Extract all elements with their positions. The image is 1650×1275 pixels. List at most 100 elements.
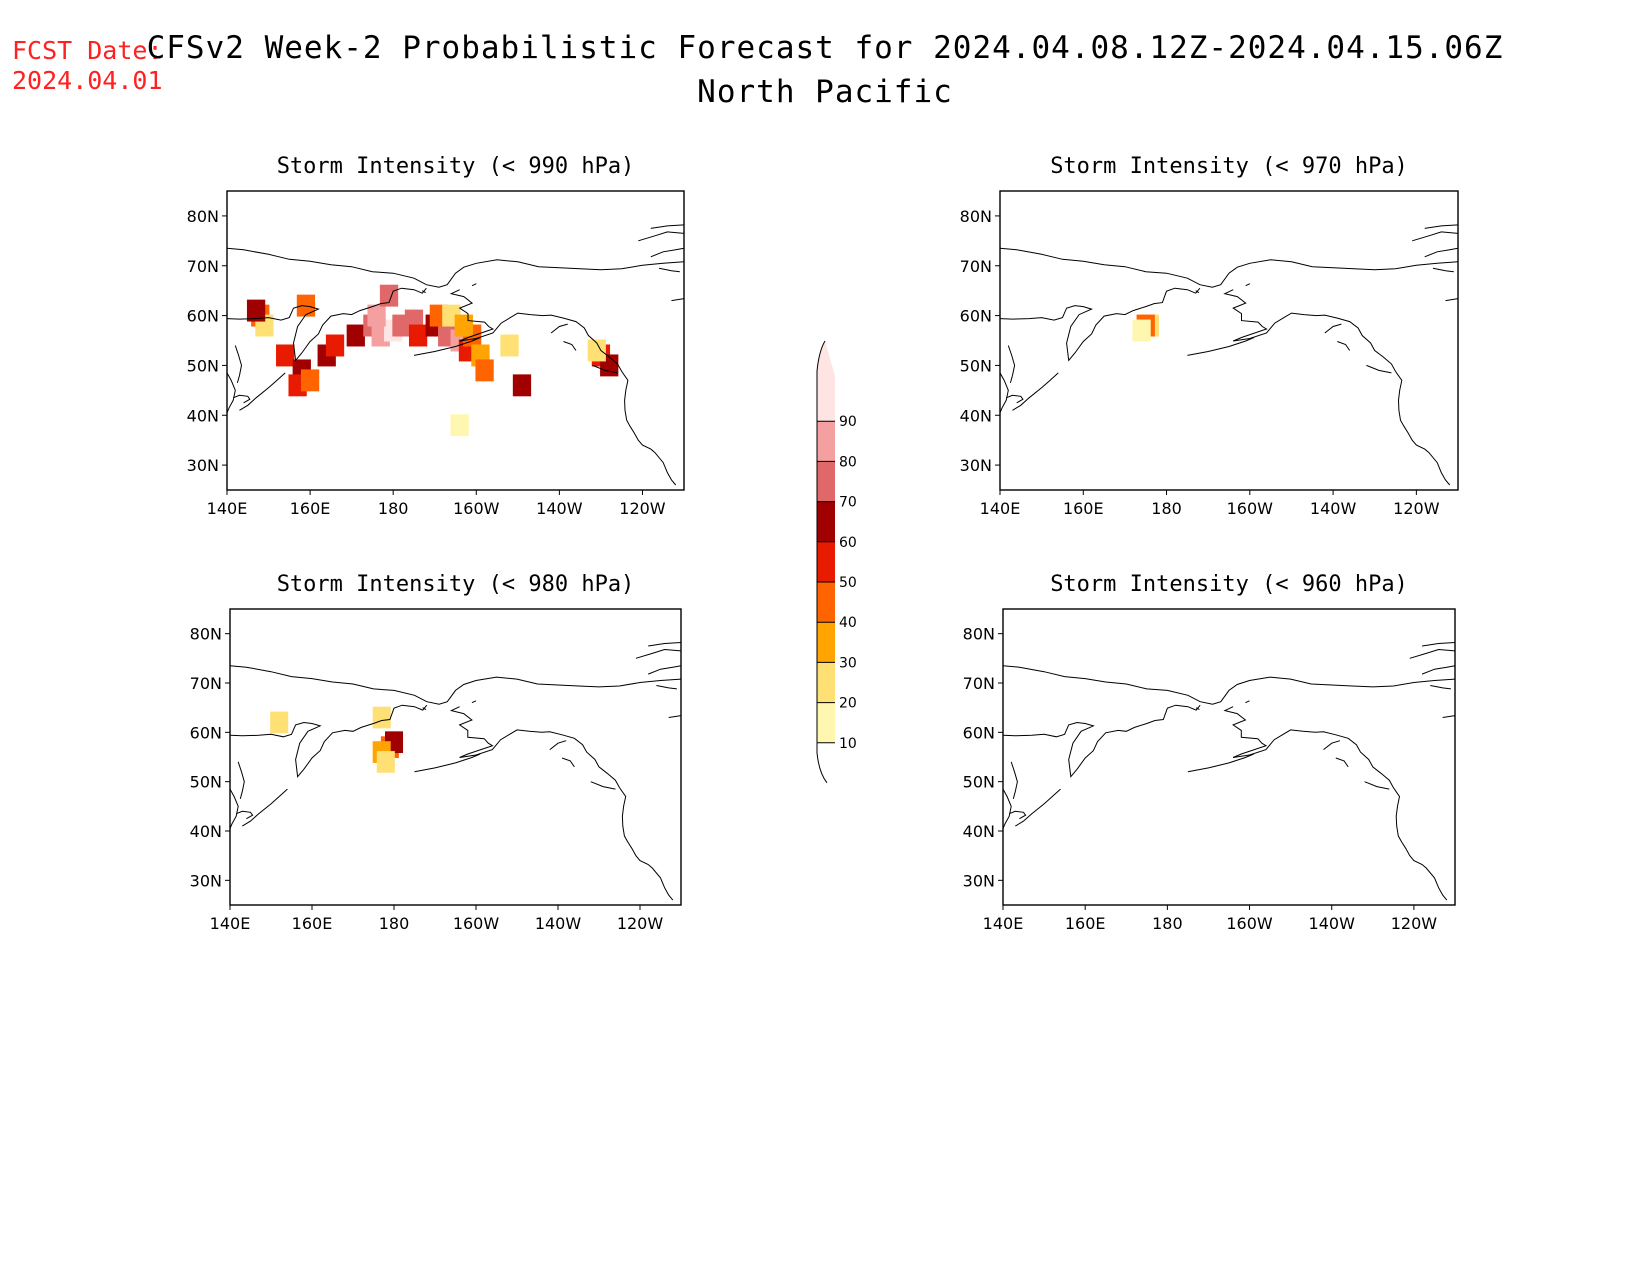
coastline bbox=[1195, 290, 1200, 294]
probability-cell bbox=[587, 339, 606, 362]
coastline bbox=[1432, 267, 1454, 273]
coastline bbox=[471, 283, 477, 287]
coastline bbox=[671, 298, 685, 302]
forecast-date-value: 2024.04.01 bbox=[12, 66, 163, 95]
x-tick-label: 180 bbox=[1152, 914, 1183, 933]
probability-cell bbox=[276, 344, 295, 367]
x-tick-label: 140W bbox=[535, 914, 582, 933]
probability-cell bbox=[450, 414, 469, 437]
coastline bbox=[999, 247, 1459, 288]
coastline bbox=[1187, 753, 1254, 773]
map-panel-2: Storm Intensity (< 970 hPa) 140E 160E 180 16… bbox=[960, 154, 1459, 518]
coastline bbox=[1324, 323, 1342, 334]
probability-cell bbox=[325, 334, 345, 357]
x-tick-label: 160W bbox=[1227, 499, 1274, 518]
map-frame bbox=[229, 608, 682, 906]
colorbar-swatch bbox=[817, 501, 835, 542]
x-tick-label: 180 bbox=[379, 914, 410, 933]
colorbar-swatch bbox=[817, 461, 835, 502]
coastline bbox=[1006, 394, 1024, 404]
x-tick-label: 140E bbox=[210, 914, 251, 933]
forecast-date-block: FCST Date: 2024.04.01 bbox=[12, 36, 163, 96]
coastline bbox=[648, 665, 682, 675]
colorbar-swatch bbox=[817, 381, 835, 422]
probability-cell bbox=[376, 751, 395, 773]
coastline bbox=[1233, 729, 1448, 901]
y-tick-label: 50N bbox=[187, 356, 219, 375]
coastline bbox=[1002, 704, 1201, 778]
coastline bbox=[1445, 298, 1459, 302]
coastline bbox=[1421, 665, 1456, 675]
x-tick-label: 120W bbox=[1393, 499, 1440, 518]
y-tick-label: 80N bbox=[190, 625, 222, 644]
coastline bbox=[1002, 665, 1456, 705]
probability-cell bbox=[367, 304, 386, 327]
map-frame bbox=[999, 190, 1459, 491]
x-tick-label: 120W bbox=[617, 914, 664, 933]
y-tick-label: 30N bbox=[963, 871, 995, 890]
x-tick-label: 140E bbox=[207, 499, 248, 518]
coastline bbox=[234, 345, 243, 384]
page-subtitle: North Pacific bbox=[697, 74, 953, 110]
y-tick-label: 70N bbox=[187, 257, 219, 276]
coastline bbox=[1012, 372, 1059, 411]
colorbar-label: 60 bbox=[839, 535, 857, 551]
coastline bbox=[550, 323, 568, 334]
y-tick-label: 50N bbox=[963, 773, 995, 792]
y-tick-label: 30N bbox=[187, 456, 219, 475]
map-frame bbox=[226, 190, 685, 491]
x-tick-label: 140W bbox=[1310, 499, 1357, 518]
colorbar-swatch bbox=[817, 622, 835, 663]
x-tick-label: 120W bbox=[1391, 914, 1438, 933]
panel-title: Storm Intensity (< 980 hPa) bbox=[277, 572, 635, 597]
colorbar-label: 10 bbox=[839, 736, 857, 752]
x-tick-label: 140E bbox=[980, 499, 1021, 518]
y-tick-label: 40N bbox=[960, 406, 992, 425]
probability-cell bbox=[475, 359, 494, 382]
coastline bbox=[226, 372, 236, 413]
coastline bbox=[1195, 707, 1200, 711]
coastline bbox=[1187, 337, 1255, 356]
map-panel-3: Storm Intensity (< 980 hPa) 140E 160E 180 16… bbox=[190, 572, 682, 933]
coastline bbox=[563, 341, 577, 351]
coastline bbox=[638, 231, 685, 242]
coastline bbox=[650, 224, 685, 229]
coastline bbox=[1223, 289, 1268, 342]
x-tick-label: 140E bbox=[983, 914, 1024, 933]
coastline bbox=[1366, 364, 1392, 374]
colorbar-swatch bbox=[817, 582, 835, 623]
coastline bbox=[1337, 341, 1351, 351]
map-panel-1: Storm Intensity (< 990 hPa) 140E 160E 180 16… bbox=[187, 154, 685, 518]
coastline bbox=[1223, 706, 1268, 758]
y-tick-label: 70N bbox=[963, 674, 995, 693]
coastline bbox=[635, 648, 682, 659]
x-tick-label: 180 bbox=[378, 499, 409, 518]
y-tick-label: 80N bbox=[963, 625, 995, 644]
x-tick-label: 140W bbox=[1309, 914, 1356, 933]
colorbar-tail-top bbox=[816, 340, 826, 381]
coastline bbox=[648, 642, 682, 647]
panel-title: Storm Intensity (< 990 hPa) bbox=[277, 154, 635, 179]
coastline bbox=[422, 707, 427, 711]
y-tick-label: 60N bbox=[960, 307, 992, 326]
probability-cell bbox=[500, 334, 519, 357]
coastline bbox=[1245, 283, 1251, 287]
coastline bbox=[650, 247, 685, 258]
probability-cell bbox=[346, 324, 365, 347]
coastline bbox=[1442, 715, 1456, 718]
y-tick-label: 30N bbox=[960, 456, 992, 475]
x-tick-label: 160W bbox=[453, 914, 500, 933]
coastline bbox=[1364, 781, 1390, 790]
coastline bbox=[1335, 757, 1349, 768]
coastline bbox=[999, 372, 1009, 413]
y-tick-label: 70N bbox=[190, 674, 222, 693]
colorbar-label: 20 bbox=[839, 696, 857, 712]
panel-title: Storm Intensity (< 970 hPa) bbox=[1050, 154, 1408, 179]
coastline bbox=[229, 665, 682, 705]
coastline bbox=[1412, 231, 1459, 242]
colorbar-label: 30 bbox=[839, 655, 857, 671]
colorbar: 10 20 30 40 50 60 70 80 90 bbox=[816, 340, 857, 784]
coastline bbox=[1245, 700, 1250, 704]
colorbar-swatch bbox=[817, 421, 835, 462]
probability-cell bbox=[300, 369, 320, 392]
